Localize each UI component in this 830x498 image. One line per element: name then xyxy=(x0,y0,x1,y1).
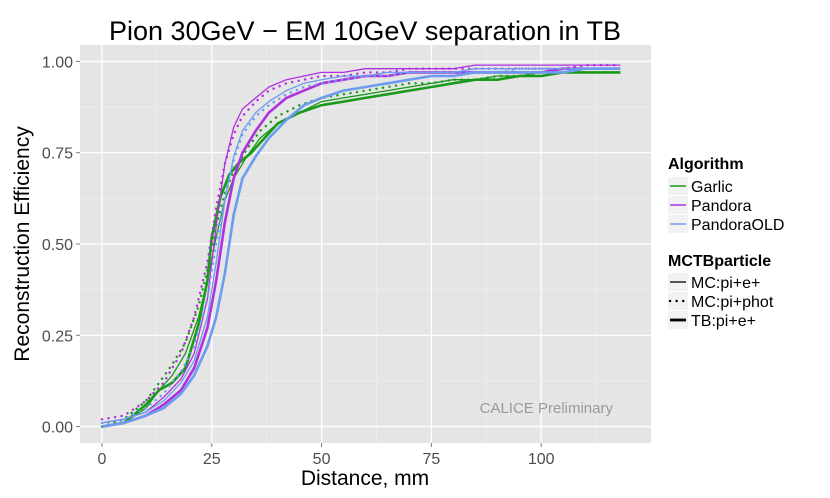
legend-item-mc-pi-phot: MC:pi+phot xyxy=(668,292,774,311)
legend-label-tb-pi-e: TB:pi+e+ xyxy=(691,313,756,330)
series-line-pandora-mc-pi-e xyxy=(101,64,621,424)
legend-item-mc-pi-e: MC:pi+e+ xyxy=(668,273,760,292)
legend: Algorithm Garlic Pandora PandoraOLD MCTB… xyxy=(668,156,784,330)
y-axis-title: Reconstruction Efficiency xyxy=(11,126,34,362)
y-tick-label: 0.50 xyxy=(42,237,73,254)
legend-item-tb-pi-e: TB:pi+e+ xyxy=(668,311,756,330)
legend-label-pandoraold: PandoraOLD xyxy=(691,217,784,234)
chart-annotation: CALICE Preliminary xyxy=(480,400,614,417)
axis-ticks: 0 25 50 75 100 0.00 0.25 0.50 0.75 1.00 xyxy=(42,54,555,468)
x-tick-label: 50 xyxy=(313,451,331,468)
series-line-pandoraold-mc-pi-e xyxy=(101,68,621,424)
legend-label-pandora: Pandora xyxy=(691,198,752,215)
series-lines xyxy=(100,63,622,428)
x-tick-label: 75 xyxy=(422,451,440,468)
x-tick-label: 100 xyxy=(528,451,555,468)
legend-label-mc-pi-e: MC:pi+e+ xyxy=(691,275,760,292)
legend-title-algorithm: Algorithm xyxy=(668,156,744,173)
y-tick-label: 1.00 xyxy=(42,54,73,71)
x-tick-label: 0 xyxy=(98,451,107,468)
x-axis-title: Distance, mm xyxy=(301,467,429,490)
legend-label-mc-pi-phot: MC:pi+phot xyxy=(691,294,774,311)
legend-item-garlic: Garlic xyxy=(668,177,733,196)
y-tick-label: 0.75 xyxy=(42,146,73,163)
legend-title-particle: MCTBparticle xyxy=(668,253,771,270)
legend-item-pandoraold: PandoraOLD xyxy=(668,215,784,234)
chart-title: Pion 30GeV − EM 10GeV separation in TB xyxy=(109,16,621,46)
legend-item-pandora: Pandora xyxy=(668,196,752,215)
legend-label-garlic: Garlic xyxy=(691,179,733,196)
series-line-garlic-tb-pi-e xyxy=(101,71,621,428)
y-tick-label: 0.25 xyxy=(42,328,73,345)
x-tick-label: 25 xyxy=(203,451,221,468)
series-line-pandoraold-tb-pi-e xyxy=(101,67,621,428)
legend-key-bg xyxy=(668,292,688,310)
y-tick-label: 0.00 xyxy=(42,420,73,437)
